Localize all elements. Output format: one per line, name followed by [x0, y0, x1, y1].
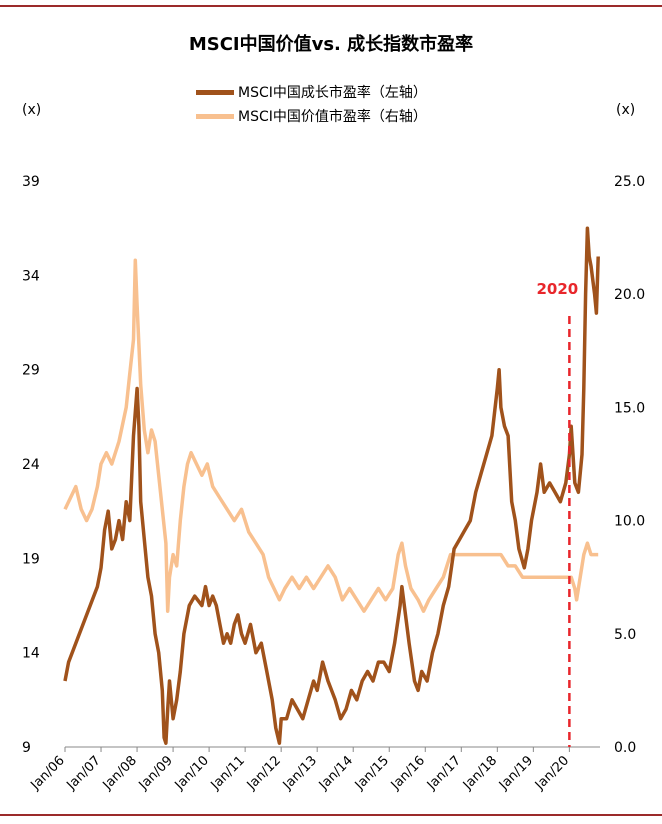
legend-label-value: MSCI中国价值市盈率（右轴） — [238, 109, 427, 125]
x-axis-tick-label: Jan/08 — [100, 753, 140, 793]
left-axis-tick-label: 9 — [22, 740, 31, 756]
x-axis-tick-label: Jan/14 — [316, 753, 356, 793]
legend-item-value: MSCI中国价值市盈率（右轴） — [196, 104, 427, 128]
series-line-growth-pe — [63, 226, 600, 745]
x-axis-tick-label: Jan/15 — [352, 753, 392, 793]
x-axis-tick-label: Jan/09 — [136, 753, 176, 793]
x-axis-tick-label: Jan/18 — [460, 753, 500, 793]
legend-item-growth: MSCI中国成长市盈率（左轴） — [196, 80, 427, 104]
x-axis-tick-label: Jan/10 — [172, 753, 212, 793]
right-axis-tick-label: 0.0 — [614, 740, 636, 756]
right-axis-tick-label: 25.0 — [614, 174, 645, 190]
left-axis-unit: (x) — [22, 102, 42, 118]
left-axis-tick-label: 29 — [22, 363, 40, 379]
x-axis-tick-label: Jan/12 — [244, 753, 284, 793]
left-axis-tick-label: 19 — [22, 551, 40, 567]
x-axis-tick-label: Jan/20 — [532, 753, 572, 793]
right-axis-tick-label: 5.0 — [614, 627, 636, 643]
x-axis-tick-label: Jan/06 — [28, 753, 68, 793]
legend-swatch-value — [196, 113, 234, 119]
left-axis-tick-label: 24 — [22, 457, 40, 473]
left-axis-tick-label: 34 — [22, 268, 40, 284]
x-axis-tick-label: Jan/19 — [496, 753, 536, 793]
right-axis-tick-label: 10.0 — [614, 514, 645, 530]
series-line-value-pe — [63, 258, 599, 613]
legend-swatch-growth — [196, 89, 234, 95]
chart-legend: MSCI中国成长市盈率（左轴） MSCI中国价值市盈率（右轴） — [196, 80, 427, 128]
right-axis-unit: (x) — [616, 102, 636, 118]
x-axis-tick-label: Jan/13 — [280, 753, 320, 793]
annotation-2020-label: 2020 — [537, 280, 579, 298]
left-axis-tick-label: 39 — [22, 174, 40, 190]
right-axis-tick-label: 15.0 — [614, 400, 645, 416]
x-axis-tick-label: Jan/07 — [64, 753, 104, 793]
left-axis-tick-label: 14 — [22, 646, 40, 662]
legend-label-growth: MSCI中国成长市盈率（左轴） — [238, 85, 427, 101]
top-border-line — [0, 5, 662, 7]
right-axis-tick-label: 20.0 — [614, 287, 645, 303]
x-axis-tick-label: Jan/11 — [208, 753, 248, 793]
x-axis-tick-label: Jan/17 — [424, 753, 464, 793]
chart-title: MSCI中国价值vs. 成长指数市盈率 — [188, 34, 474, 55]
x-axis-tick-label: Jan/16 — [388, 753, 428, 793]
bottom-border-line — [0, 814, 662, 816]
